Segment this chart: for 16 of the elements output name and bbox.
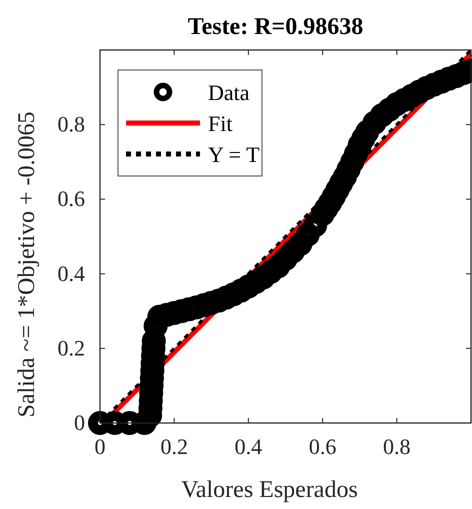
x-tick-label: 0.2 bbox=[160, 434, 188, 459]
legend-label: Data bbox=[208, 80, 250, 105]
chart-title: Teste: R=0.98638 bbox=[188, 14, 364, 40]
y-tick-label: 0.6 bbox=[58, 186, 85, 212]
y-tick-label: 0.8 bbox=[58, 112, 85, 137]
y-tick-label: 0.4 bbox=[58, 260, 85, 286]
x-axis-title: Valores Esperados bbox=[181, 477, 358, 503]
x-tick-label: 0.4 bbox=[234, 434, 262, 459]
x-tick-label: 0.6 bbox=[308, 434, 336, 459]
x-tick-label: 0 bbox=[94, 434, 106, 459]
legend-label: Fit bbox=[208, 111, 232, 136]
y-tick-label: 0 bbox=[74, 410, 85, 435]
x-tick-label: 0.8 bbox=[383, 434, 411, 459]
y-axis-title: Salida ~= 1*Objetivo + -0.0065 bbox=[14, 111, 40, 418]
legend-label: Y = T bbox=[208, 142, 260, 167]
y-tick-label: 0.2 bbox=[58, 335, 85, 360]
